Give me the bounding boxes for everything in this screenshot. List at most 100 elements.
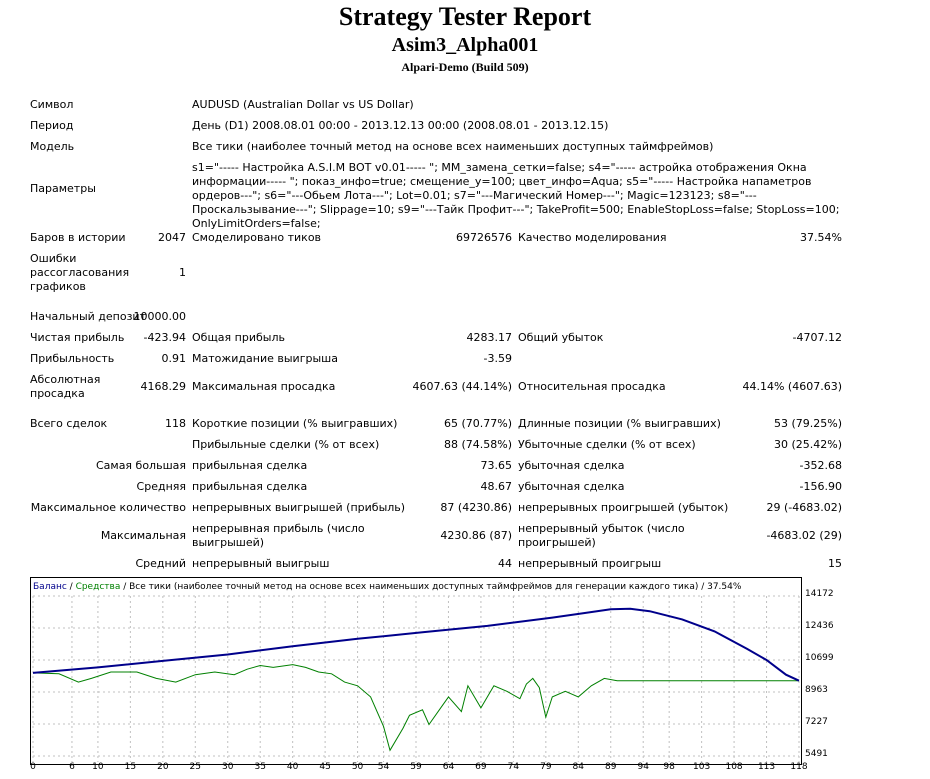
avg-consecutive-label: Средний bbox=[135, 557, 186, 570]
max-loss-label: непрерывный убыток (число проигрышей) bbox=[518, 522, 685, 549]
x-tick-label: 94 bbox=[637, 762, 649, 772]
avg-losses-label: непрерывный проигрыш bbox=[518, 557, 662, 570]
max-drawdown-label: Максимальная просадка bbox=[192, 380, 336, 393]
profit-factor-value: 0.91 bbox=[161, 352, 187, 365]
net-profit-label: Чистая прибыль bbox=[30, 331, 125, 344]
x-tick-label: 25 bbox=[189, 762, 202, 772]
chart-legend: Баланс / Средства / Все тики (наиболее т… bbox=[33, 582, 741, 592]
x-tick-label: 74 bbox=[507, 762, 520, 772]
short-positions-value: 65 (70.77%) bbox=[443, 417, 512, 430]
balance-line bbox=[32, 607, 800, 682]
avg-wins-label: непрерывный выигрыш bbox=[192, 557, 330, 570]
short-positions-label: Короткие позиции (% выигравших) bbox=[192, 417, 398, 430]
balance-chart: Баланс / Средства / Все тики (наиболее т… bbox=[30, 577, 802, 765]
symbol-label: Символ bbox=[30, 98, 74, 111]
loss-trades-value: 30 (25.42%) bbox=[773, 438, 842, 451]
quality-label: Качество моделирования bbox=[518, 231, 667, 244]
report-title: Strategy Tester Report bbox=[338, 2, 592, 31]
errors-value: 1 bbox=[179, 266, 186, 279]
total-trades-label: Всего сделок bbox=[30, 417, 108, 430]
params-value: s1="----- Настройка A.S.I.M BOT v0.01---… bbox=[192, 161, 840, 230]
expert-name: Asim3_Alpha001 bbox=[391, 34, 539, 56]
x-tick-label: 79 bbox=[540, 762, 552, 772]
gross-profit-label: Общая прибыль bbox=[192, 331, 285, 344]
x-tick-label: 84 bbox=[572, 762, 585, 772]
max-wins-value: 87 (4230.86) bbox=[440, 501, 512, 514]
avg-losses-value: 15 bbox=[828, 557, 842, 570]
bars-label: Баров в истории bbox=[30, 231, 126, 244]
rel-drawdown-label: Относительная просадка bbox=[518, 380, 666, 393]
x-tick-label: 45 bbox=[319, 762, 331, 772]
largest-loss-label: убыточная сделка bbox=[518, 459, 625, 472]
chart-plot-area bbox=[32, 595, 800, 762]
legend-balance: Баланс bbox=[33, 582, 67, 592]
avg-loss-label: убыточная сделка bbox=[518, 480, 625, 493]
x-tick-label: 54 bbox=[377, 762, 390, 772]
model-value: Все тики (наиболее точный метод на основ… bbox=[192, 140, 714, 153]
average-label: Средняя bbox=[136, 480, 186, 493]
legend-description: / Все тики (наиболее точный метод на осн… bbox=[120, 582, 742, 592]
gross-loss-value: -4707.12 bbox=[792, 331, 842, 344]
total-trades-value: 118 bbox=[165, 417, 186, 430]
largest-loss-value: -352.68 bbox=[799, 459, 842, 472]
bars-value: 2047 bbox=[158, 231, 186, 244]
long-positions-label: Длинные позиции (% выигравших) bbox=[518, 417, 721, 430]
max-losses-value: 29 (-4683.02) bbox=[766, 501, 842, 514]
y-tick-label: 14172 bbox=[805, 589, 834, 599]
profit-trades-label: Прибыльные сделки (% от всех) bbox=[192, 438, 380, 451]
avg-loss-value: -156.90 bbox=[799, 480, 842, 493]
max-profit-value: 4230.86 (87) bbox=[440, 529, 512, 542]
x-tick-label: 30 bbox=[222, 762, 234, 772]
deposit-value: 10000.00 bbox=[133, 310, 187, 323]
ticks-label: Смоделировано тиков bbox=[192, 231, 322, 244]
x-tick-label: 40 bbox=[286, 762, 299, 772]
max-drawdown-value: 4607.63 (44.14%) bbox=[412, 380, 512, 393]
symbol-value: AUDUSD (Australian Dollar vs US Dollar) bbox=[192, 98, 414, 111]
legend-equity: Средства bbox=[75, 582, 121, 592]
x-tick-label: 10 bbox=[92, 762, 104, 772]
equity-line bbox=[32, 664, 799, 752]
profit-factor-label: Прибыльность bbox=[30, 352, 115, 365]
max-losses-label: непрерывных проигрышей (убыток) bbox=[518, 501, 729, 514]
quality-value: 37.54% bbox=[800, 231, 842, 244]
abs-drawdown-label: Абсолютная просадка bbox=[30, 373, 101, 400]
y-tick-label: 5491 bbox=[805, 749, 828, 759]
x-tick-label: 89 bbox=[605, 762, 617, 772]
x-tick-label: 20 bbox=[157, 762, 169, 772]
largest-label: Самая большая bbox=[95, 459, 186, 472]
gross-loss-label: Общий убыток bbox=[518, 331, 604, 344]
server-name: Alpari-Demo (Build 509) bbox=[401, 60, 529, 74]
avg-profit-value: 48.67 bbox=[480, 480, 513, 493]
params-label: Параметры bbox=[30, 182, 96, 195]
y-tick-label: 7227 bbox=[805, 717, 828, 727]
expected-payoff-value: -3.59 bbox=[483, 352, 512, 365]
legend-separator: / bbox=[66, 582, 76, 592]
profit-trades-value: 88 (74.58%) bbox=[443, 438, 512, 451]
expected-payoff-label: Матожидание выигрыша bbox=[192, 352, 338, 365]
x-tick-label: 108 bbox=[725, 762, 743, 772]
net-profit-value: -423.94 bbox=[143, 331, 186, 344]
avg-wins-value: 44 bbox=[498, 557, 512, 570]
x-tick-label: 50 bbox=[351, 762, 364, 772]
ticks-value: 69726576 bbox=[456, 231, 512, 244]
x-tick-label: 59 bbox=[410, 762, 422, 772]
x-tick-label: 69 bbox=[475, 762, 487, 772]
x-tick-label: 6 bbox=[69, 762, 75, 772]
x-tick-label: 64 bbox=[442, 762, 455, 772]
max-wins-label: непрерывных выигрышей (прибыль) bbox=[192, 501, 406, 514]
errors-label: Ошибки рассогласования графиков bbox=[30, 252, 130, 293]
y-tick-label: 12436 bbox=[805, 620, 834, 631]
x-tick-label: 15 bbox=[124, 762, 137, 772]
x-tick-label: 0 bbox=[30, 762, 36, 772]
x-tick-label: 35 bbox=[254, 762, 266, 772]
period-value: День (D1) 2008.08.01 00:00 - 2013.12.13 … bbox=[192, 119, 609, 132]
period-label: Период bbox=[30, 119, 74, 132]
largest-profit-value: 73.65 bbox=[480, 459, 513, 472]
x-tick-label: 113 bbox=[757, 762, 776, 772]
x-tick-label: 98 bbox=[663, 762, 675, 772]
max-profit-label: непрерывная прибыль (число выигрышей) bbox=[192, 522, 365, 549]
maximal-label: Максимальная bbox=[100, 529, 186, 542]
y-tick-label: 8963 bbox=[805, 685, 828, 695]
deposit-label: Начальный депозит bbox=[30, 310, 146, 323]
rel-drawdown-value: 44.14% (4607.63) bbox=[742, 380, 842, 393]
